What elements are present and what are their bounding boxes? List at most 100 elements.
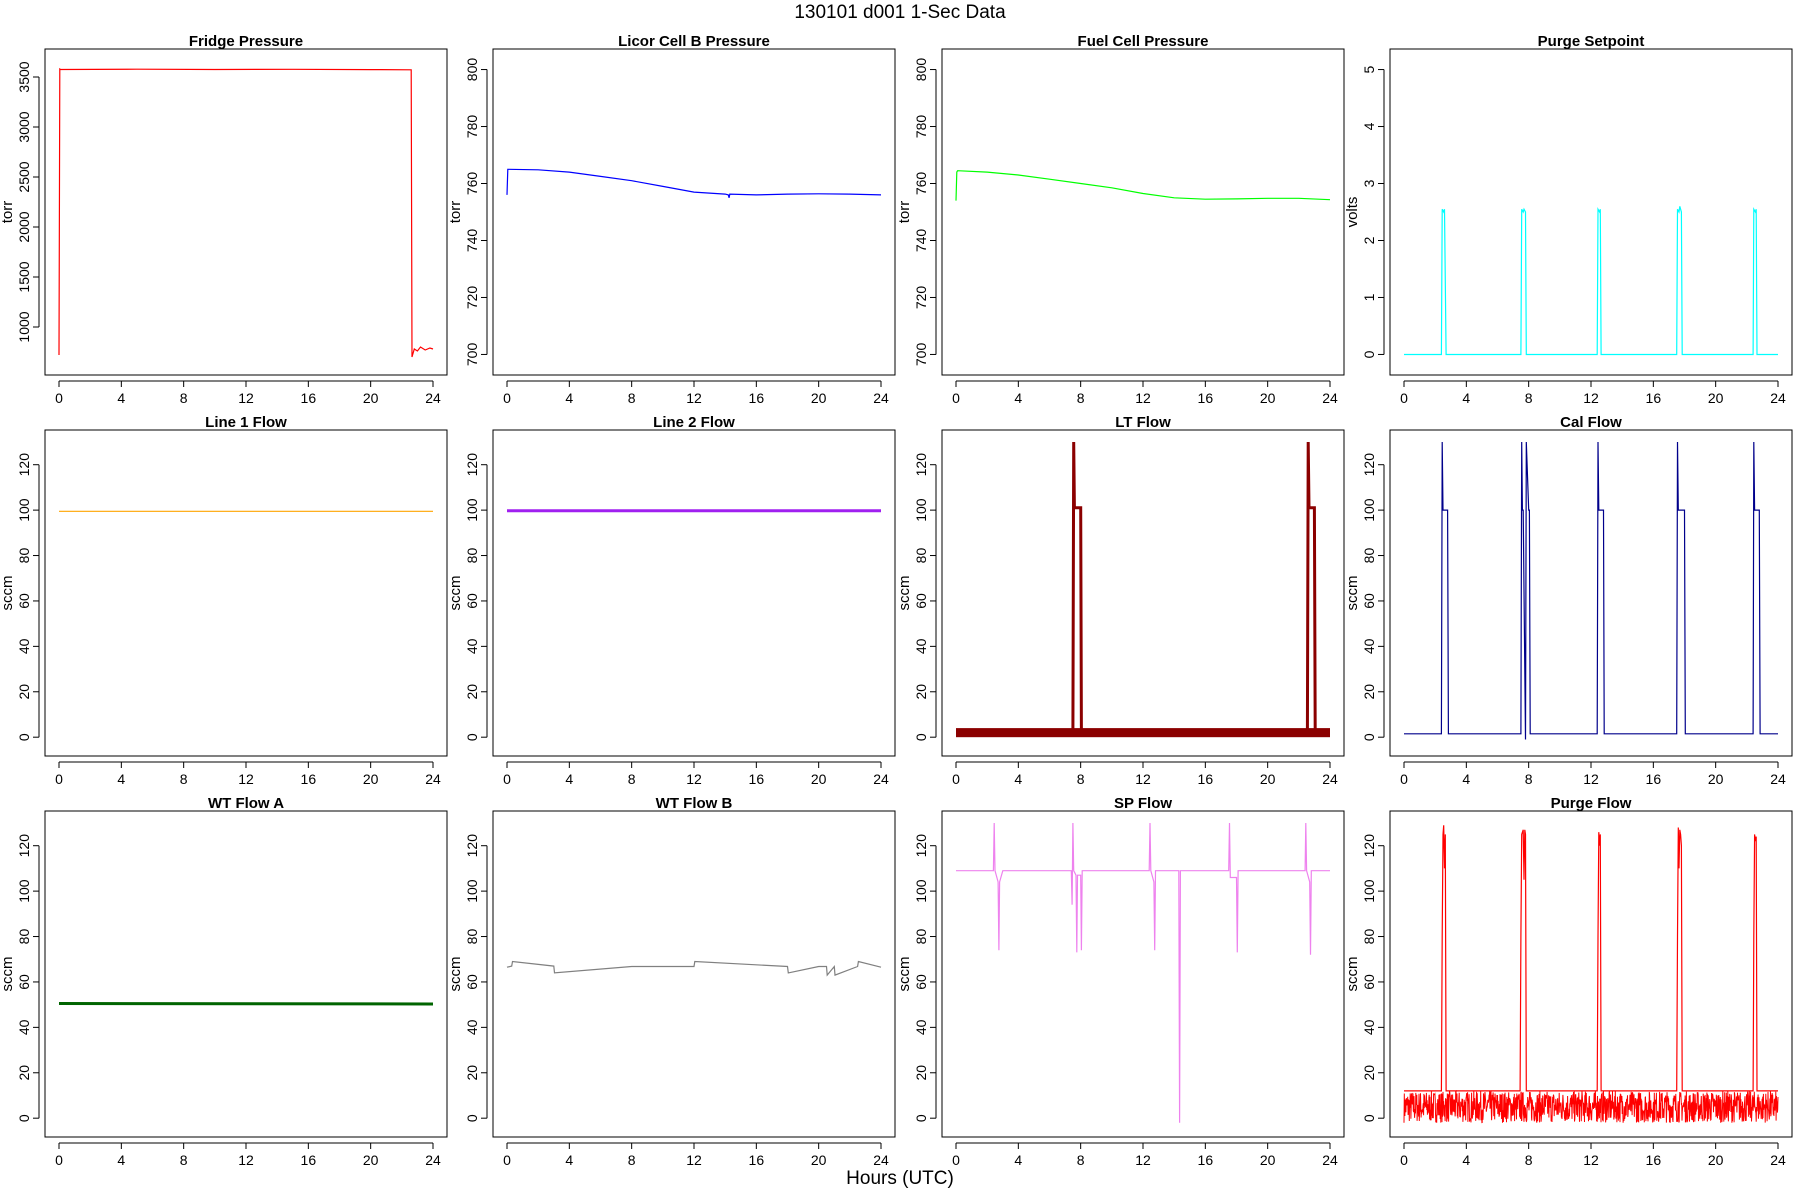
x-tick-label: 0	[1400, 1152, 1408, 1168]
y-tick-label: 1	[1361, 293, 1377, 301]
panel-title: Line 2 Flow	[653, 414, 735, 431]
y-axis-label: sccm	[1344, 957, 1361, 992]
y-tick-label: 100	[1361, 879, 1377, 903]
data-layer	[1404, 441, 1778, 740]
y-tick-label: 3500	[16, 61, 32, 92]
x-tick-label: 4	[565, 1152, 573, 1168]
y-axis-label: sccm	[896, 957, 913, 992]
x-tick-label: 8	[180, 390, 188, 406]
series-line	[58, 1002, 434, 1006]
y-tick-label: 800	[913, 58, 929, 82]
y-tick-label: 80	[913, 548, 929, 564]
x-tick-label: 16	[1646, 1152, 1662, 1168]
y-tick-label: 100	[913, 498, 929, 522]
y-tick-label: 800	[464, 58, 480, 82]
x-tick-label: 0	[1400, 771, 1408, 787]
x-tick-label: 0	[503, 771, 511, 787]
y-tick-label: 80	[16, 929, 32, 945]
x-tick-label: 24	[425, 390, 441, 406]
x-tick-label: 0	[55, 390, 63, 406]
y-tick-label: 0	[1361, 733, 1377, 741]
x-tick-label: 12	[1135, 390, 1151, 406]
plot-frame	[492, 810, 896, 1138]
x-tick-label: 4	[1462, 771, 1470, 787]
y-axis-label: torr	[447, 201, 464, 224]
panel-9: WT Flow B sccm 0 4 8 12 16 20 24 0 20 40 60 80 100 120	[447, 795, 896, 1168]
x-tick-label: 20	[811, 771, 827, 787]
plot-frame	[941, 48, 1345, 376]
x-tick-label: 0	[503, 1152, 511, 1168]
panel-title: Licor Cell B Pressure	[618, 33, 770, 50]
x-tick-label: 16	[749, 390, 765, 406]
y-tick-label: 100	[16, 879, 32, 903]
y-tick-label: 740	[913, 229, 929, 253]
y-axis-label: sccm	[447, 957, 464, 992]
x-tick-label: 8	[628, 390, 636, 406]
y-tick-label: 60	[913, 593, 929, 609]
x-tick-label: 0	[503, 390, 511, 406]
y-tick-label: 20	[1361, 1065, 1377, 1081]
y-tick-label: 80	[16, 548, 32, 564]
x-tick-label: 24	[873, 390, 889, 406]
x-tick-label: 24	[873, 771, 889, 787]
y-tick-label: 60	[16, 593, 32, 609]
series-line	[58, 67, 434, 358]
x-tick-label: 20	[811, 390, 827, 406]
noise-band	[1403, 1089, 1779, 1124]
y-tick-label: 40	[1361, 638, 1377, 654]
panel-title: WT Flow B	[656, 795, 733, 812]
x-tick-label: 0	[952, 1152, 960, 1168]
y-axis-label: sccm	[0, 576, 16, 611]
plot-frame	[1389, 810, 1793, 1138]
x-tick-label: 4	[1014, 1152, 1022, 1168]
x-tick-label: 24	[1322, 390, 1338, 406]
series-line	[1404, 441, 1778, 740]
data-layer	[58, 1002, 434, 1006]
y-tick-label: 20	[1361, 684, 1377, 700]
x-tick-label: 8	[180, 771, 188, 787]
plot-frame	[492, 48, 896, 376]
panel-11: Purge Flow sccm 0 4 8 12 16 20 24 0 20 40 60 80 100 120	[1344, 795, 1793, 1168]
panel-4: Line 1 Flow sccm 0 4 8 12 16 20 24 0 20 40 60 80 100 12…	[0, 414, 448, 787]
data-layer	[506, 960, 882, 977]
x-tick-label: 20	[1708, 1152, 1724, 1168]
y-tick-label: 4	[1361, 122, 1377, 130]
series-line	[956, 441, 1330, 735]
y-tick-label: 2	[1361, 236, 1377, 244]
panel-0: Fridge Pressure torr 0 4 8 12 16 20 24 1000 1500 20…	[0, 33, 448, 406]
series-line	[1404, 206, 1778, 356]
y-tick-label: 700	[913, 343, 929, 367]
y-tick-label: 120	[464, 834, 480, 858]
panel-title: Fridge Pressure	[189, 33, 303, 50]
x-tick-label: 4	[117, 1152, 125, 1168]
data-layer	[956, 441, 1330, 738]
x-tick-label: 12	[686, 771, 702, 787]
data-layer	[506, 168, 882, 198]
x-tick-label: 8	[628, 1152, 636, 1168]
y-axis-label: torr	[0, 201, 16, 224]
y-tick-label: 60	[1361, 593, 1377, 609]
x-tick-label: 8	[1525, 390, 1533, 406]
y-tick-label: 780	[913, 115, 929, 139]
y-tick-label: 100	[464, 498, 480, 522]
plot-frame	[1389, 429, 1793, 757]
panel-6: LT Flow sccm 0 4 8 12 16 20 24 0 20 40 60 80 100 120	[896, 414, 1345, 787]
y-tick-label: 120	[464, 453, 480, 477]
data-layer	[956, 822, 1330, 1123]
panel-2: Fuel Cell Pressure torr 0 4 8 12 16 20 24 700 720 7…	[896, 33, 1345, 406]
y-axis-label: sccm	[447, 576, 464, 611]
plot-frame	[44, 429, 448, 757]
y-tick-label: 40	[913, 1019, 929, 1035]
x-tick-label: 24	[1322, 771, 1338, 787]
x-tick-label: 0	[55, 771, 63, 787]
plot-frame	[941, 810, 1345, 1138]
y-tick-label: 120	[16, 453, 32, 477]
data-layer	[955, 170, 1331, 201]
y-tick-label: 40	[464, 1019, 480, 1035]
x-tick-label: 8	[1077, 771, 1085, 787]
y-tick-label: 100	[1361, 498, 1377, 522]
series-line	[506, 168, 882, 198]
x-tick-label: 4	[1014, 771, 1022, 787]
x-tick-label: 12	[238, 1152, 254, 1168]
x-tick-label: 20	[1708, 771, 1724, 787]
